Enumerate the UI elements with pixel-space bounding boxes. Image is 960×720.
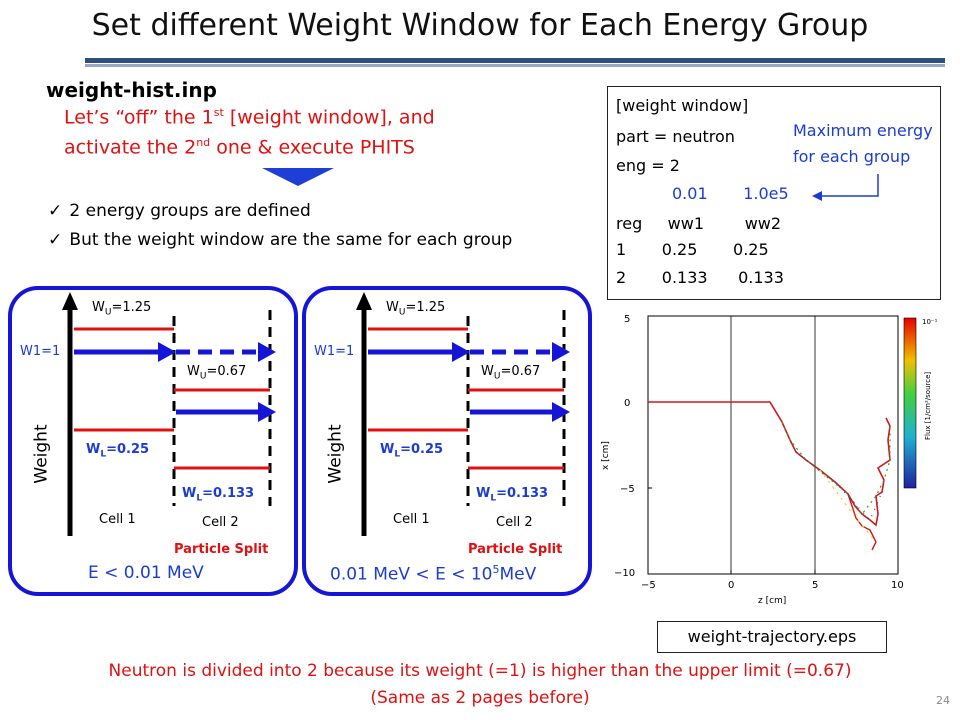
wu2-value: =0.67: [206, 364, 247, 379]
wl-label-cell2: WL=0.133: [476, 486, 549, 504]
energy-range-low: E < 0.01 MeV: [88, 563, 204, 583]
eps-file-label: weight-trajectory.eps: [657, 621, 887, 653]
page-number: 24: [936, 694, 950, 707]
wu-label-cell1: WU=1.25: [386, 300, 445, 318]
code-row-1: 1 0.25 0.25: [616, 240, 769, 259]
title-divider: [85, 58, 945, 63]
w1-label: W1=1: [20, 344, 61, 359]
wl1-value: =0.25: [400, 442, 444, 457]
y-tick: 0: [624, 398, 630, 409]
energy-range-high: 0.01 MeV < E < 105MeV: [330, 563, 536, 585]
code-reg-header: reg ww1 ww2: [616, 214, 782, 233]
wl2-value: =0.133: [496, 486, 549, 501]
check-text: 2 energy groups are defined: [69, 201, 311, 221]
energy-text-b: MeV: [499, 564, 537, 585]
wl-label-cell2: WL=0.133: [182, 486, 255, 504]
weight-axis-label: Weight: [31, 424, 52, 484]
trajectory-plot: 10⁻¹ Flux [1/cm²/source] 5 0 −5 −10 −5 0…: [601, 314, 938, 606]
cell-1-label: Cell 1: [99, 512, 136, 527]
note-line-2: for each group: [793, 147, 911, 166]
colorbar-label: Flux [1/cm²/source]: [924, 372, 932, 440]
y-tick: −10: [614, 568, 635, 579]
instruction-2a: activate the 2: [64, 136, 197, 159]
instruction-line-1: Let’s “off” the 1st [weight window], and: [64, 106, 435, 128]
input-code-box: [607, 86, 941, 300]
energy-text-a: 0.01 MeV < E < 10: [330, 564, 493, 585]
instruction-2b: one & execute PHITS: [210, 136, 415, 159]
file-name: weight-hist.inp: [46, 78, 217, 102]
w1-label: W1=1: [314, 344, 355, 359]
y-tick: −5: [620, 484, 635, 495]
wu-subscript: U: [398, 307, 406, 318]
down-arrow-icon: [262, 168, 334, 186]
energy-exponent: 5: [492, 563, 500, 576]
cell-2-label: Cell 2: [496, 515, 533, 530]
instruction-1a: Let’s “off” the 1: [64, 106, 214, 129]
wu-value: =1.25: [111, 300, 152, 315]
particle-split-label: Particle Split: [174, 542, 269, 557]
code-eng: eng = 2: [616, 156, 680, 175]
wl-label-cell1: WL=0.25: [86, 442, 150, 460]
wu-value: =1.25: [405, 300, 446, 315]
weight-window-diagram-low: [62, 292, 276, 536]
x-tick: −5: [641, 580, 656, 591]
title-divider-shadow: [85, 64, 945, 67]
check-item: ✓ But the weight window are the same for…: [48, 230, 512, 250]
check-text: But the weight window are the same for e…: [69, 230, 513, 250]
max-energy-note: Maximum energy for each group: [793, 118, 933, 170]
explanation-line-1: Neutron is divided into 2 because its we…: [108, 661, 852, 681]
page-title: Set different Weight Window for Each Ene…: [91, 8, 869, 43]
code-energies: 0.01 1.0e5: [672, 184, 789, 203]
wu-subscript: U: [104, 307, 112, 318]
code-part: part = neutron: [616, 127, 735, 146]
weight-window-diagram-high: [356, 292, 570, 536]
code-row-2: 2 0.133 0.133: [616, 268, 784, 287]
check-item: ✓ 2 energy groups are defined: [48, 201, 311, 221]
wu-symbol: W: [386, 300, 399, 315]
code-header: [weight window]: [616, 96, 749, 115]
energy-panel-low: [8, 286, 298, 596]
checkmark-icon: ✓: [48, 201, 63, 221]
x-axis-label: z [cm]: [758, 596, 786, 606]
cell-1-label: Cell 1: [393, 512, 430, 527]
x-tick: 5: [812, 580, 818, 591]
wu-label-cell2: WU=0.67: [187, 364, 247, 382]
wl1-value: =0.25: [106, 442, 150, 457]
explanation-line-2: (Same as 2 pages before): [370, 688, 590, 708]
wu-label-cell1: WU=1.25: [92, 300, 151, 318]
cell-2-label: Cell 2: [202, 515, 239, 530]
instruction-2-sup: nd: [196, 136, 211, 149]
x-tick: 10: [891, 580, 904, 591]
wl-label-cell1: WL=0.25: [380, 442, 444, 460]
wl2-value: =0.133: [202, 486, 255, 501]
wu-label-cell2: WU=0.67: [481, 364, 541, 382]
x-tick: 0: [728, 580, 734, 591]
wu-symbol: W: [92, 300, 105, 315]
checkmark-icon: ✓: [48, 230, 63, 250]
wu2-value: =0.67: [500, 364, 541, 379]
energy-panel-high: [302, 286, 592, 596]
note-line-1: Maximum energy: [793, 121, 933, 140]
note-arrow-icon: [812, 174, 879, 201]
y-tick: 5: [624, 314, 630, 325]
weight-axis-label: Weight: [325, 424, 346, 484]
instruction-line-2: activate the 2nd one & execute PHITS: [64, 136, 415, 158]
instruction-1-sup: st: [213, 106, 224, 119]
colorbar-top-label: 10⁻¹: [922, 318, 938, 326]
particle-split-label: Particle Split: [468, 542, 563, 557]
instruction-1b: [weight window], and: [223, 106, 435, 129]
y-axis-label: x [cm]: [601, 441, 611, 470]
